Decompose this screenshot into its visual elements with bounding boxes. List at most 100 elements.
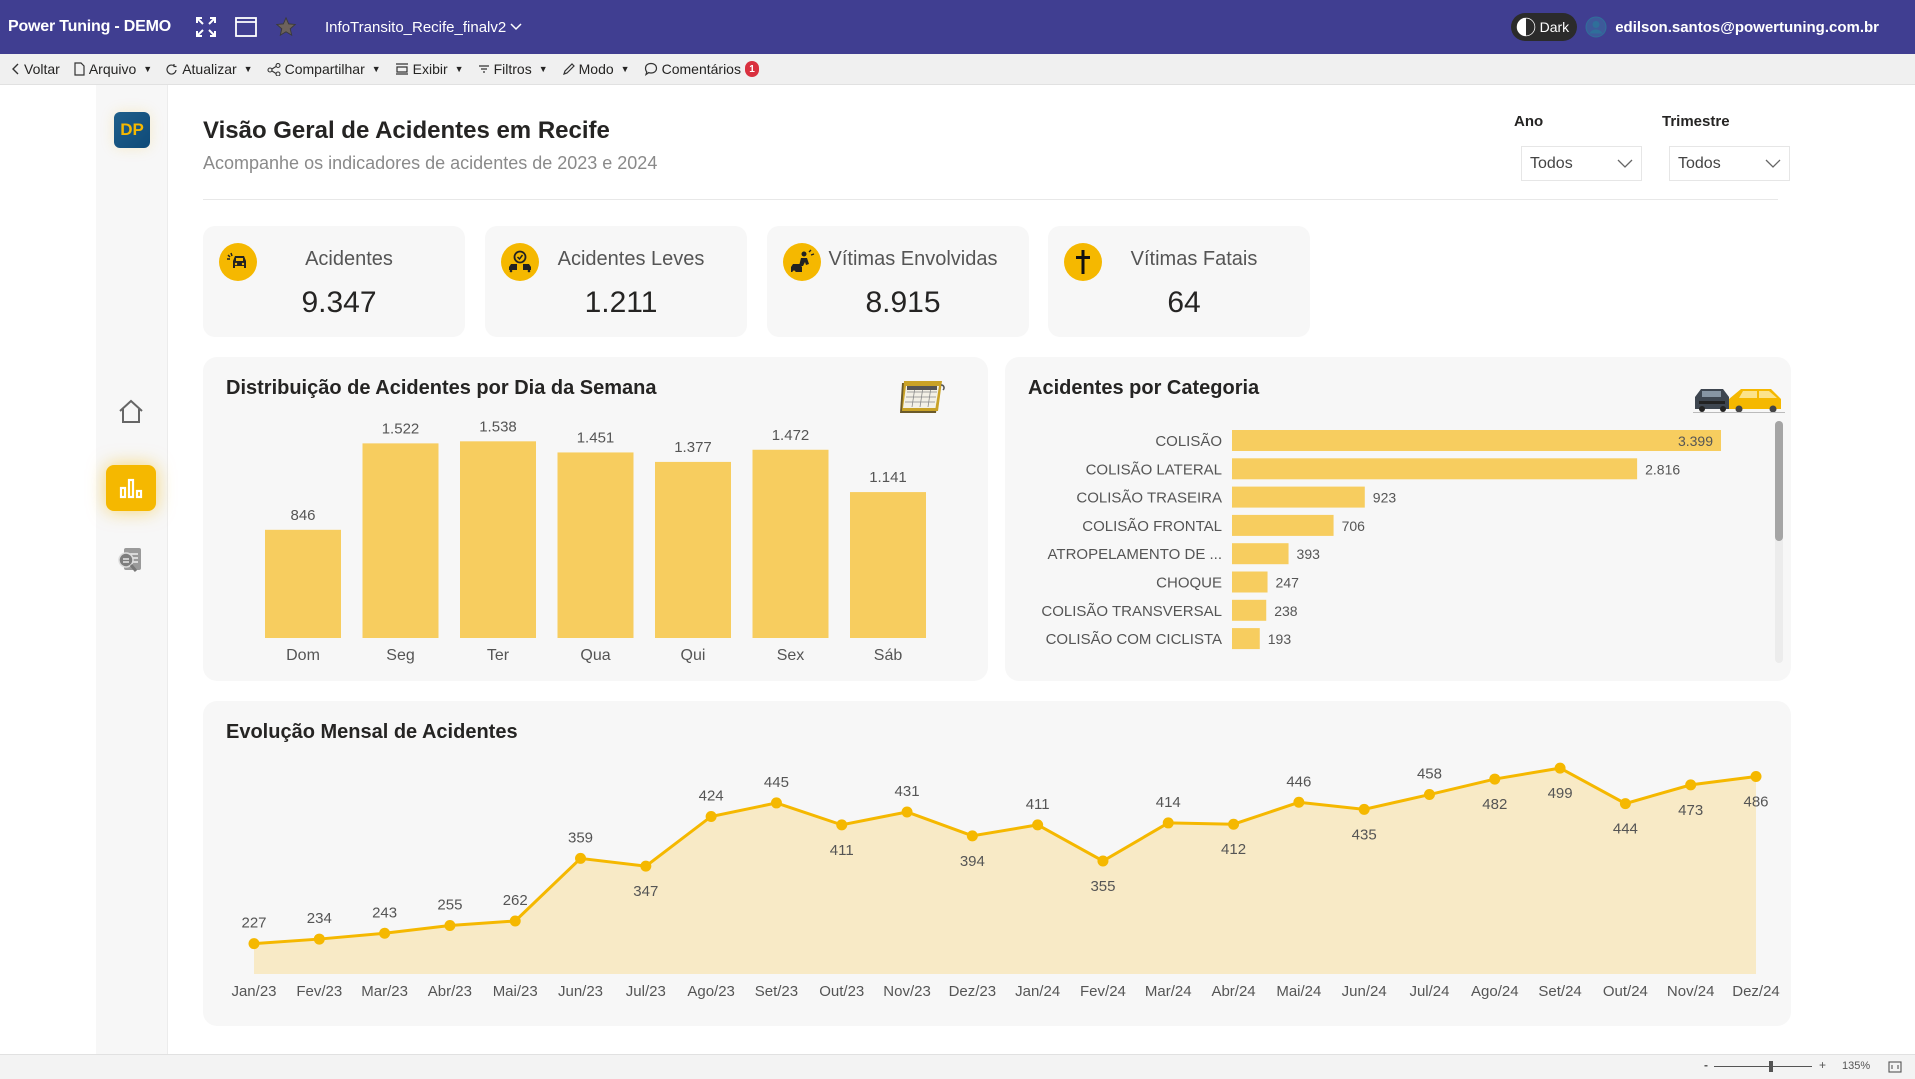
- x-tick-label: Jul/24: [1409, 983, 1449, 1000]
- fit-to-page-icon[interactable]: [1888, 1061, 1902, 1073]
- zoom-slider-thumb[interactable]: [1768, 1061, 1773, 1072]
- chevron-down-icon: [1765, 159, 1781, 168]
- x-tick-label: Nov/23: [883, 983, 931, 1000]
- expand-icon[interactable]: [193, 14, 219, 40]
- refresh-label: Atualizar: [182, 61, 237, 77]
- kpi-label: Acidentes Leves: [557, 248, 705, 270]
- kpi-label: Vítimas Envolvidas: [828, 248, 998, 270]
- x-tick-label: Qui: [681, 647, 706, 664]
- view-menu[interactable]: Exibir ▼: [395, 61, 464, 77]
- nav-dashboard-button[interactable]: [106, 465, 156, 511]
- zoom-in-button[interactable]: +: [1819, 1058, 1827, 1072]
- data-label: 359: [568, 829, 593, 846]
- file-label: Arquivo: [88, 61, 137, 77]
- data-point: [313, 933, 325, 945]
- data-label: 424: [699, 787, 724, 804]
- nav-report-search-button[interactable]: [106, 537, 156, 583]
- data-label: 394: [960, 853, 985, 870]
- chart-scrollbar[interactable]: [1775, 421, 1783, 663]
- data-point: [640, 860, 652, 872]
- file-menu[interactable]: Arquivo ▼: [74, 61, 152, 77]
- kpi-card-fatalities: Vítimas Fatais 64: [1048, 226, 1310, 337]
- x-tick-label: Nov/24: [1667, 983, 1715, 1000]
- back-button[interactable]: Voltar: [12, 61, 60, 77]
- quarter-slicer-dropdown[interactable]: Todos: [1669, 146, 1790, 181]
- mode-label: Modo: [578, 61, 614, 77]
- data-point: [1162, 817, 1174, 829]
- bar: [1232, 458, 1638, 480]
- refresh-menu[interactable]: Atualizar ▼: [166, 61, 253, 77]
- car-crash-icon: [219, 243, 257, 281]
- header-divider: [203, 199, 1778, 200]
- user-email[interactable]: edilson.santos@powertuning.com.br: [1615, 18, 1879, 36]
- data-point: [1097, 855, 1109, 867]
- share-menu[interactable]: Compartilhar ▼: [267, 61, 381, 77]
- kpi-card-victims: Vítimas Envolvidas 8.915: [767, 226, 1029, 337]
- colliding-cars-icon: [1693, 389, 1785, 413]
- scrollbar-thumb[interactable]: [1775, 421, 1783, 541]
- share-icon: [267, 62, 281, 76]
- caret-down-icon: ▼: [243, 64, 253, 74]
- data-label: 234: [307, 910, 332, 927]
- year-slicer-label: Ano: [1514, 113, 1544, 130]
- x-tick-label: Ago/23: [687, 983, 735, 1000]
- x-tick-label: Ter: [487, 647, 510, 664]
- data-label: 411: [1026, 796, 1050, 813]
- x-tick-label: Fev/23: [296, 983, 342, 1000]
- nav-home-button[interactable]: [106, 389, 156, 435]
- navigation-sidebar: DP: [96, 85, 168, 1054]
- kpi-label: Acidentes: [305, 248, 393, 270]
- page-subtitle: Acompanhe os indicadores de acidentes de…: [203, 153, 658, 173]
- data-label: 227: [241, 915, 266, 932]
- chevron-down-icon: [1617, 159, 1633, 168]
- data-point: [248, 938, 260, 950]
- bar: [1232, 486, 1365, 508]
- data-point: [1358, 803, 1370, 815]
- contrast-icon: [1516, 17, 1535, 37]
- zoom-slider[interactable]: [1714, 1061, 1812, 1072]
- bar: [557, 452, 634, 638]
- zoom-out-button[interactable]: -: [1704, 1058, 1708, 1072]
- x-tick-label: Dez/23: [949, 983, 997, 1000]
- data-label: 445: [764, 774, 789, 791]
- mode-menu[interactable]: Modo ▼: [562, 61, 630, 77]
- data-label: 393: [1297, 546, 1321, 562]
- y-tick-label: COLISÃO: [1155, 433, 1222, 450]
- category-chart-card: Acidentes por Categoria COLISÃO 3.399 COLI…: [1005, 357, 1791, 681]
- kpi-value: 64: [1167, 286, 1201, 319]
- y-tick-label: ATROPELAMENTO DE ...: [1048, 546, 1222, 563]
- injured-person-icon: [783, 243, 821, 281]
- bar: [752, 449, 829, 638]
- calendar-icon: [900, 381, 945, 413]
- y-tick-label: COLISÃO LATERAL: [1086, 461, 1222, 478]
- caret-down-icon: ▼: [538, 64, 548, 74]
- x-tick-label: Fev/24: [1080, 983, 1126, 1000]
- data-label: 706: [1342, 518, 1366, 534]
- bar: [460, 441, 536, 638]
- filters-menu[interactable]: Filtros ▼: [478, 61, 548, 77]
- bar: [1232, 571, 1268, 593]
- data-label: 414: [1156, 794, 1181, 811]
- comments-button[interactable]: Comentários 1: [644, 61, 759, 77]
- window-icon[interactable]: [233, 14, 259, 40]
- report-name-dropdown[interactable]: InfoTransito_Recife_finalv2: [325, 19, 522, 36]
- x-tick-label: Jun/23: [558, 983, 603, 1000]
- dark-mode-toggle[interactable]: Dark: [1510, 13, 1578, 41]
- kpi-value: 9.347: [301, 286, 377, 319]
- user-avatar-icon[interactable]: [1585, 16, 1607, 38]
- data-label: 262: [503, 892, 528, 909]
- comments-label: Comentários: [661, 61, 741, 77]
- data-point: [1423, 789, 1435, 801]
- kpi-card-accidents: Acidentes 9.347: [203, 226, 465, 337]
- caret-down-icon: ▼: [454, 64, 464, 74]
- data-label: 1.522: [382, 420, 420, 437]
- x-tick-label: Abr/24: [1211, 983, 1255, 1000]
- favorite-star-icon[interactable]: [273, 14, 299, 40]
- quarter-slicer-value: Todos: [1678, 154, 1721, 172]
- data-label: 846: [290, 507, 315, 524]
- kpi-label: Vítimas Fatais: [1130, 248, 1258, 270]
- x-tick-label: Mai/24: [1276, 983, 1321, 1000]
- data-label: 458: [1417, 766, 1442, 783]
- caret-down-icon: ▼: [371, 64, 381, 74]
- year-slicer-dropdown[interactable]: Todos: [1521, 146, 1642, 181]
